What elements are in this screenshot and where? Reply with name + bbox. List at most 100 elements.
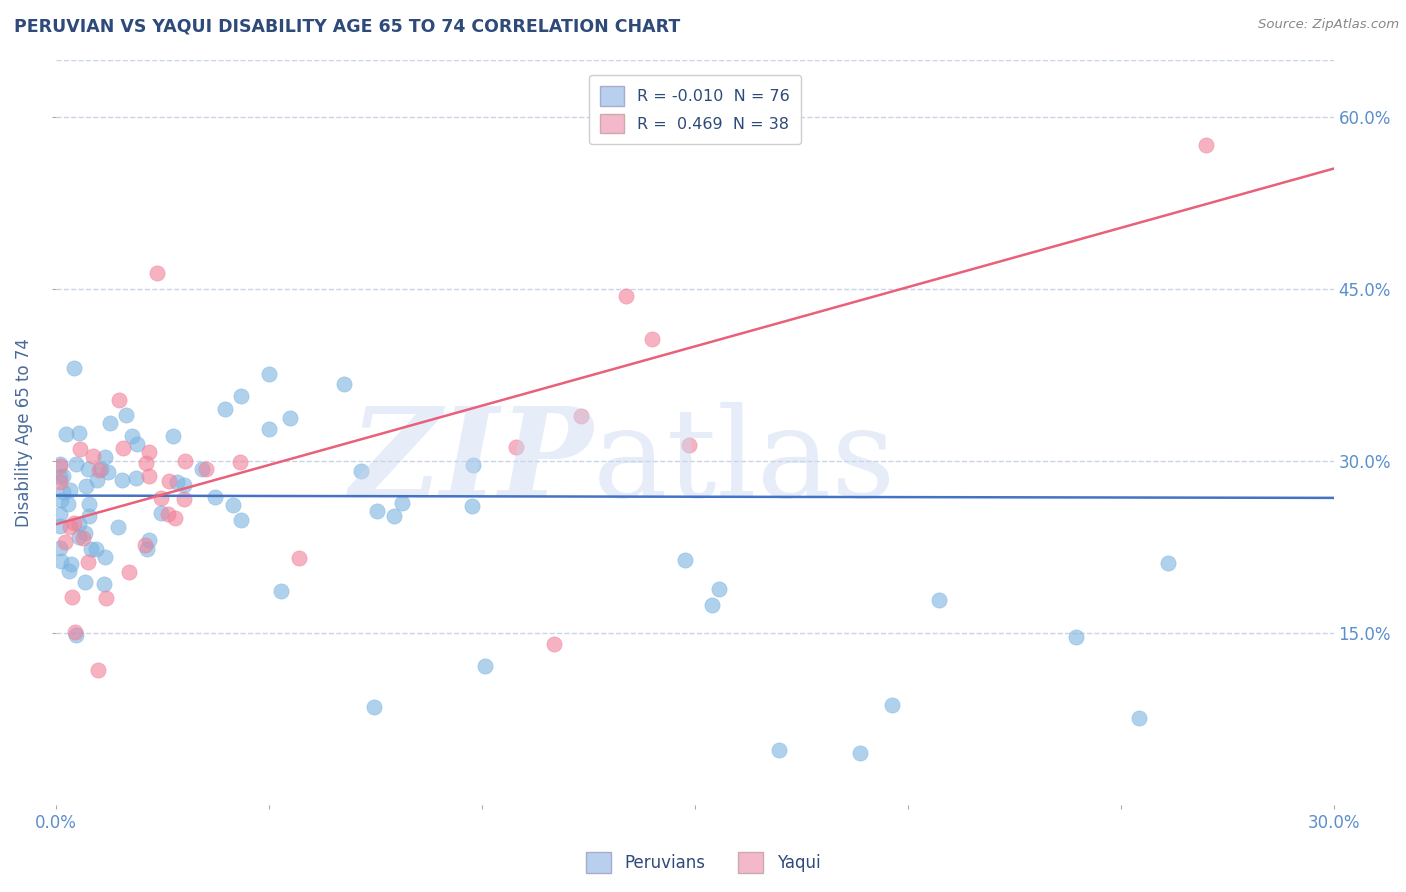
Point [700, 598, 723, 612]
Point [86, 473, 108, 487]
Point [107, 520, 129, 534]
Point [84, 541, 107, 556]
Point [270, 583, 292, 598]
Text: Source: ZipAtlas.com: Source: ZipAtlas.com [1258, 18, 1399, 31]
Point [108, 392, 131, 407]
Point [166, 475, 188, 490]
Point [461, 500, 484, 514]
Point [76, 555, 98, 569]
Legend: Peruvians, Yaqui: Peruvians, Yaqui [579, 846, 827, 880]
Point [69, 442, 91, 456]
Point [138, 468, 160, 483]
Point [1128, 711, 1150, 725]
Point [67, 530, 90, 544]
Point [77, 508, 100, 523]
Point [363, 700, 385, 714]
Point [53, 535, 76, 549]
Text: ZIP: ZIP [349, 401, 592, 523]
Point [65, 458, 87, 472]
Point [67, 426, 90, 441]
Point [569, 409, 592, 423]
Point [63, 624, 86, 639]
Y-axis label: Disability Age 65 to 74: Disability Age 65 to 74 [15, 338, 32, 527]
Point [173, 491, 195, 506]
Point [60, 590, 83, 604]
Point [849, 746, 872, 760]
Point [882, 698, 904, 713]
Point [162, 428, 184, 442]
Point [65, 627, 87, 641]
Point [73, 575, 96, 590]
Point [87, 664, 110, 678]
Point [125, 436, 148, 450]
Point [204, 490, 226, 504]
Point [190, 461, 212, 475]
Point [75, 479, 97, 493]
Point [350, 464, 373, 478]
Point [391, 496, 413, 510]
Point [1064, 631, 1087, 645]
Point [93, 577, 115, 591]
Point [138, 445, 160, 459]
Point [52, 485, 75, 500]
Point [382, 509, 405, 524]
Point [49, 508, 72, 522]
Point [138, 533, 160, 547]
Point [157, 474, 180, 488]
Point [63, 361, 86, 376]
Point [94, 550, 117, 565]
Point [73, 525, 96, 540]
Point [463, 458, 485, 473]
Point [59, 483, 82, 498]
Point [60, 557, 83, 571]
Point [80, 541, 103, 556]
Point [543, 637, 565, 651]
Point [58, 564, 80, 578]
Point [257, 367, 280, 381]
Legend: R = -0.010  N = 76, R =  0.469  N = 38: R = -0.010 N = 76, R = 0.469 N = 38 [589, 75, 800, 145]
Text: PERUVIAN VS YAQUI DISABILITY AGE 65 TO 74 CORRELATION CHART: PERUVIAN VS YAQUI DISABILITY AGE 65 TO 7… [14, 18, 681, 36]
Point [94, 450, 117, 464]
Point [87, 462, 110, 476]
Point [146, 266, 169, 280]
Point [287, 550, 309, 565]
Point [173, 454, 195, 468]
Point [135, 456, 157, 470]
Text: atlas: atlas [592, 401, 896, 523]
Point [1157, 556, 1180, 570]
Point [156, 507, 179, 521]
Point [214, 402, 236, 417]
Point [96, 591, 118, 605]
Point [259, 421, 281, 435]
Point [49, 493, 72, 508]
Point [707, 582, 730, 596]
Point [1195, 138, 1218, 153]
Point [97, 465, 120, 479]
Point [56, 497, 79, 511]
Point [49, 475, 72, 490]
Point [641, 332, 664, 346]
Point [150, 506, 173, 520]
Point [125, 471, 148, 485]
Point [136, 541, 159, 556]
Point [49, 541, 72, 555]
Point [49, 457, 72, 471]
Point [768, 742, 790, 756]
Point [229, 513, 252, 527]
Point [675, 553, 697, 567]
Point [231, 389, 253, 403]
Point [332, 376, 354, 391]
Point [72, 531, 94, 545]
Point [121, 429, 143, 443]
Point [222, 498, 245, 512]
Point [163, 511, 186, 525]
Point [49, 470, 72, 484]
Point [366, 504, 388, 518]
Point [111, 473, 134, 487]
Point [173, 478, 195, 492]
Point [115, 408, 138, 422]
Point [134, 538, 156, 552]
Point [82, 450, 104, 464]
Point [149, 491, 172, 506]
Point [474, 659, 496, 673]
